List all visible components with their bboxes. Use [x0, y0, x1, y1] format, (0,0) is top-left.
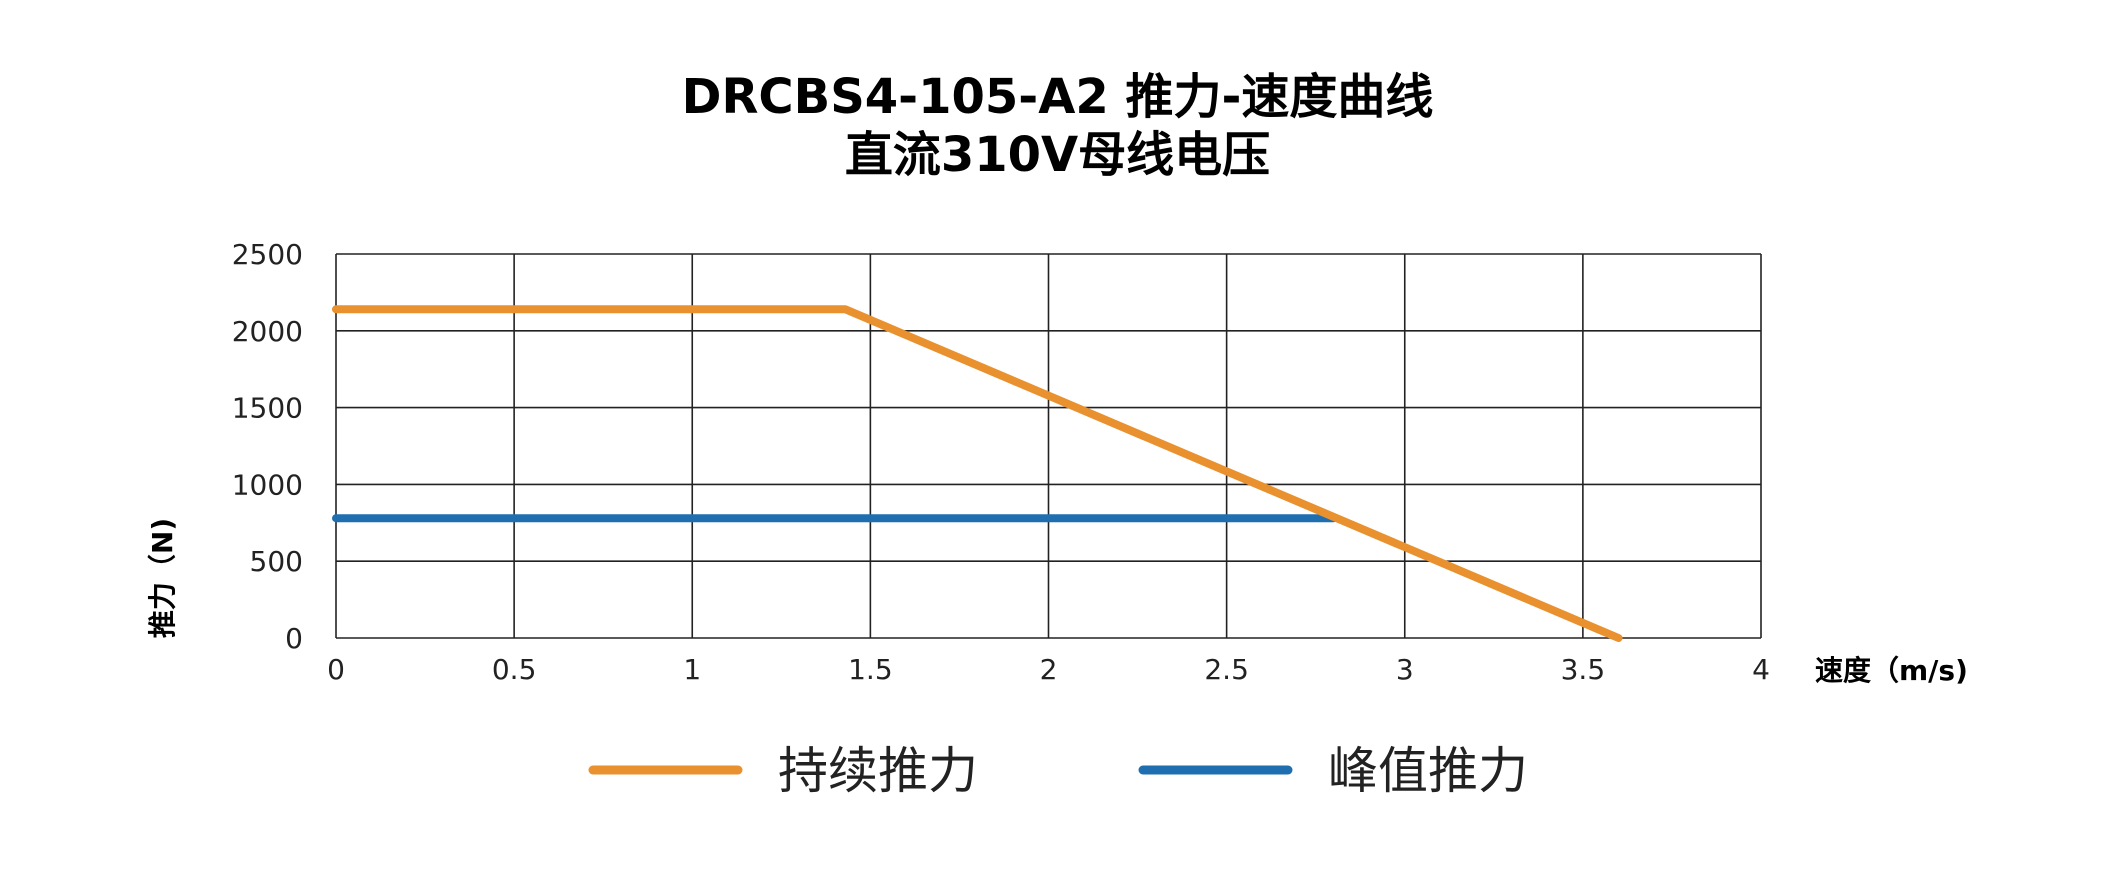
- y-tick-label: 500: [250, 545, 303, 578]
- series-line-0: [332, 305, 1623, 642]
- y-tick-label: 0: [285, 622, 303, 655]
- legend-label-0: 持续推力: [778, 742, 978, 800]
- x-axis-label: 速度（m/s): [1815, 654, 1968, 687]
- chart-title: DRCBS4-105-A2 推力-速度曲线: [681, 69, 1434, 125]
- grid: [335, 253, 1762, 639]
- x-tick-label: 3.5: [1561, 653, 1606, 686]
- series-lines: [332, 305, 1623, 642]
- y-axis-label: 推力（N): [146, 518, 179, 638]
- legend-label-1: 峰值推力: [1328, 742, 1528, 800]
- y-tick-label: 2000: [232, 315, 303, 348]
- x-tick-label: 3: [1396, 653, 1414, 686]
- x-tick-label: 0.5: [492, 653, 537, 686]
- x-tick-label: 4: [1752, 653, 1770, 686]
- legend: 持续推力 峰值推力: [588, 742, 1528, 800]
- chart-subtitle: 直流310V母线电压: [844, 127, 1271, 183]
- y-tick-label: 1500: [232, 392, 303, 425]
- x-tick-label: 1.5: [848, 653, 893, 686]
- y-tick-label: 1000: [232, 468, 303, 501]
- x-tick-label: 2: [1040, 653, 1058, 686]
- x-tick-label: 2.5: [1204, 653, 1249, 686]
- x-tick-label: 1: [683, 653, 701, 686]
- tick-labels: 0 0.5 1 1.5 2 2.5 3 3.5 4 0 500 1000 1500 2000 2500: [232, 238, 1770, 686]
- x-tick-label: 0: [327, 653, 345, 686]
- y-tick-label: 2500: [232, 238, 303, 271]
